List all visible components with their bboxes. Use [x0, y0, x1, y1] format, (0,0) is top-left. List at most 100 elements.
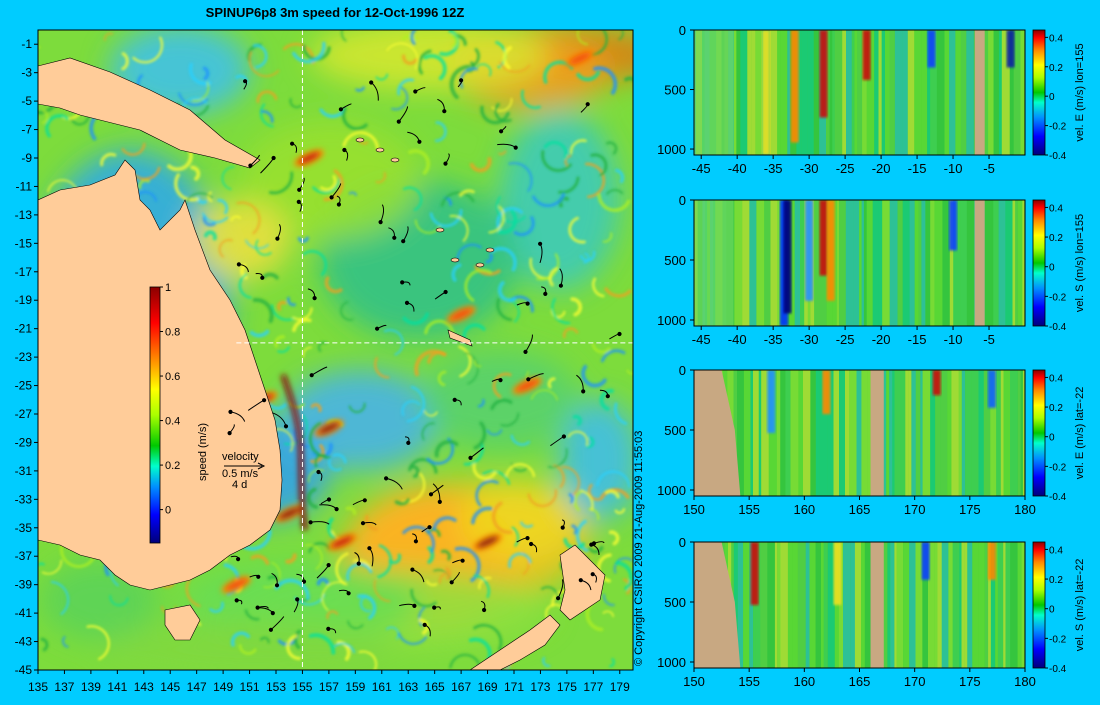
islet [485, 247, 495, 253]
eddy-stroke [410, 588, 437, 608]
map-title: SPINUP6p8 3m speed for 12-Oct-1996 12Z [206, 5, 465, 20]
eddy-stroke [109, 594, 129, 607]
lon-tick-label: 163 [398, 680, 418, 694]
eddy-stroke [449, 214, 469, 242]
arrow-head [442, 109, 447, 114]
section-stripe [990, 370, 993, 496]
section-stripe [1013, 30, 1021, 155]
eddy-stroke [167, 148, 193, 172]
eddy-stroke [596, 470, 631, 489]
section-x-tick-label: 155 [738, 674, 760, 689]
arrow-head [236, 557, 241, 562]
eddy-stroke [268, 171, 294, 195]
eddy-stroke [423, 54, 447, 81]
lon-tick-label: 167 [451, 680, 471, 694]
arrow-head [538, 241, 543, 246]
section-stripe [956, 542, 960, 668]
eddy-stroke [583, 252, 590, 264]
eddy-stroke [604, 489, 620, 499]
section-x-tick-label: -10 [944, 161, 963, 176]
lat-tick-label: -37 [15, 549, 33, 563]
eddy-stroke [402, 525, 436, 553]
lat-tick-label: -31 [15, 464, 33, 478]
eddy-stroke [600, 488, 630, 499]
eddy-stroke [274, 335, 286, 348]
eddy-stroke [202, 66, 210, 81]
section-jet [761, 30, 770, 155]
section-stripe [960, 200, 967, 326]
section-stripe [925, 200, 931, 326]
eddy-stroke [274, 578, 310, 601]
section-x-tick-label: -25 [836, 161, 855, 176]
section-panel-vel-s-lon155: -45 -40 -35 -30 -25 -20 -15 -10 -5 0 500 1000 0.4 0.2… [657, 193, 1086, 347]
section-x-tick-label: 165 [849, 674, 871, 689]
section-label: vel. E (m/s) lat=-22 [1074, 387, 1086, 480]
arrow-head [585, 102, 590, 107]
eddy-stroke [204, 230, 217, 241]
eddy-stroke [508, 552, 532, 569]
eddy-stroke [238, 273, 252, 299]
section-frame [693, 29, 1026, 156]
section-stripe [903, 542, 910, 668]
section-stripe [854, 30, 858, 155]
section-stripe [861, 370, 868, 496]
section-stripe [774, 542, 778, 668]
eddy-stroke [307, 469, 324, 483]
eddy-stroke [375, 73, 389, 81]
lon-tick-label: 143 [134, 680, 154, 694]
section-stripe [777, 542, 781, 668]
eddy-stroke [585, 162, 606, 199]
section-stripe [733, 30, 737, 155]
arrow-head [296, 199, 301, 204]
section-stripe [861, 542, 865, 668]
arrow-head [290, 141, 295, 146]
lat-tick-label: -33 [15, 492, 33, 506]
section-colorbar-tick-label: 0 [1049, 605, 1055, 616]
eddy-stroke [207, 191, 213, 203]
arrow-head [561, 434, 567, 439]
lat-tick-label: -23 [15, 350, 33, 364]
eddy-stroke [520, 89, 541, 110]
eddy-stroke [134, 166, 161, 181]
eddy-stroke [250, 554, 270, 565]
velocity-arrow [398, 106, 409, 122]
section-stripe [866, 30, 875, 155]
eddy-stroke [333, 642, 356, 654]
section-stripe [780, 30, 788, 155]
eddy-stroke [373, 579, 391, 602]
islet [450, 257, 460, 263]
eddy-stroke [548, 267, 559, 287]
lon-tick-label: 137 [54, 680, 74, 694]
colorbar-tick-label: 0 [165, 505, 171, 517]
eddy-stroke [383, 329, 404, 356]
velocity-key-label: velocity [222, 451, 259, 463]
section-jet [783, 200, 792, 314]
eddy-stroke [188, 62, 212, 86]
section-stripe [755, 30, 762, 155]
eddy-stroke [432, 516, 457, 531]
land-mask-ridge [870, 542, 884, 668]
arrow-head [342, 147, 347, 153]
arrow-head [243, 79, 248, 84]
eddy-stroke [374, 356, 390, 379]
eddy-stroke [340, 301, 354, 321]
eddy-stroke [238, 643, 257, 655]
section-stripe [905, 370, 909, 496]
eddy-stroke [277, 346, 290, 353]
section-stripe [777, 30, 781, 155]
eddy-stroke [591, 30, 609, 56]
arrow-head [498, 378, 503, 383]
section-stripe [851, 30, 855, 155]
section-stripe [810, 370, 816, 496]
eddy-stroke [248, 51, 280, 78]
eddy-stroke [470, 48, 481, 68]
section-x-tick-label: 170 [904, 502, 926, 517]
section-colorbar-tick-label: -0.4 [1049, 151, 1067, 162]
eddy-stroke [132, 36, 164, 64]
section-stripe [998, 30, 1002, 155]
section-stripe [1010, 370, 1018, 496]
eddy-stroke [249, 329, 270, 338]
section-stripe [922, 370, 931, 496]
section-stripe [960, 30, 967, 155]
